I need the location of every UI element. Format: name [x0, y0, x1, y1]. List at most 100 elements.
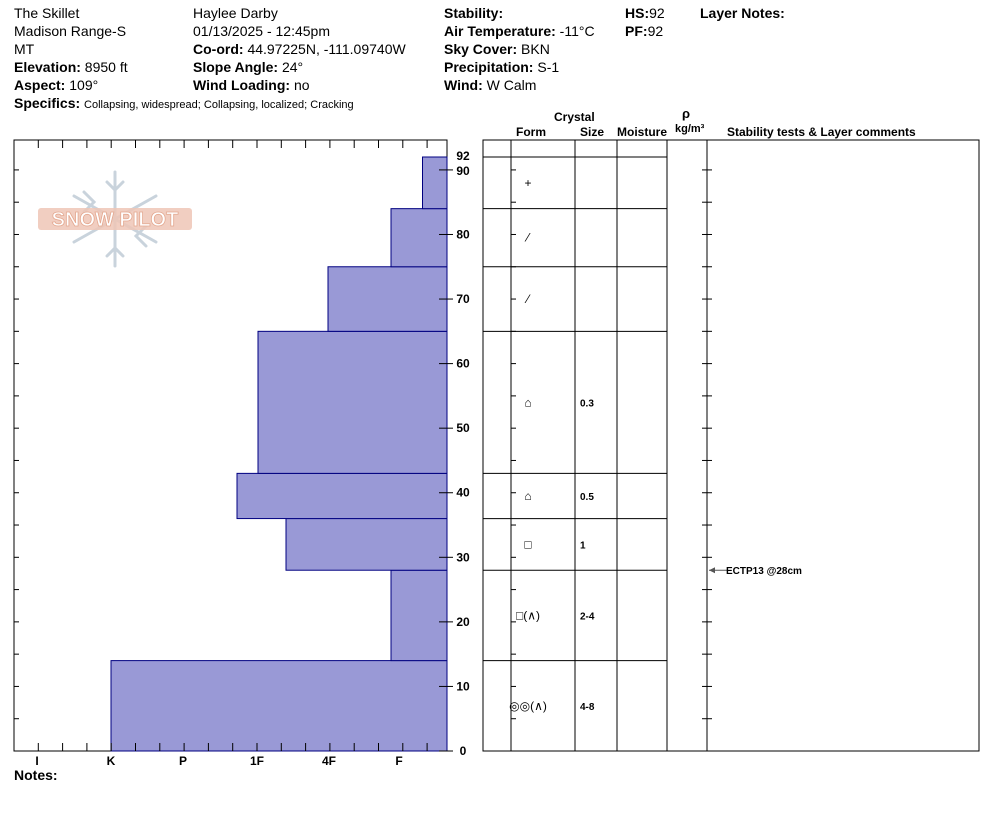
- height-tick-label: 0: [460, 744, 467, 758]
- height-tick-label: 70: [456, 292, 470, 306]
- wind-value: W Calm: [486, 77, 537, 93]
- form-header: Form: [516, 125, 546, 139]
- height-tick-label: 50: [456, 421, 470, 435]
- pf-value: 92: [647, 23, 664, 39]
- slope-label: Slope Angle:: [193, 59, 279, 75]
- test-arrow-head: [709, 567, 715, 574]
- hardness-bar-7: [422, 156, 448, 210]
- elevation: Elevation: 8950 ft: [14, 58, 128, 76]
- coord-label: Co-ord:: [193, 41, 244, 57]
- notes-label: Notes:: [14, 767, 58, 783]
- layer-table: ◎◎(∧) 4-8 □(∧) 2-4 □ 1 ⌂ 0.5 ⌂ 0.3 ⁄ ⁄ + ECTP13 @28cm: [482, 139, 980, 752]
- airtemp-value: -11°C: [559, 23, 595, 39]
- layer-notes-label: Layer Notes:: [700, 5, 785, 21]
- height-tick-label: 30: [456, 550, 470, 564]
- sky-label: Sky Cover:: [444, 41, 518, 57]
- airtemp-label: Air Temperature:: [444, 23, 556, 39]
- hardness-bar-0: [110, 660, 448, 752]
- coord-value: 44.97225N, -111.09740W: [247, 41, 406, 57]
- height-tick-label: 60: [456, 357, 470, 371]
- grain-size-label: 1: [580, 540, 586, 551]
- grain-form-symbol: □: [524, 537, 531, 551]
- height-tick-label: 20: [456, 615, 470, 629]
- specifics: Specifics: Collapsing, widespread; Colla…: [14, 94, 354, 114]
- hardness-bar-3: [236, 472, 448, 520]
- grain-size-label: 2-4: [580, 611, 595, 622]
- crystal-header: Crystal: [554, 110, 595, 124]
- wind-loading: Wind Loading: no: [193, 76, 310, 94]
- moisture-header: Moisture: [617, 125, 668, 139]
- sky-cover: Sky Cover: BKN: [444, 40, 550, 58]
- hardness-bar-1: [390, 569, 448, 662]
- mountain-range: Madison Range-S: [14, 23, 127, 39]
- pit-depth: PF:92: [625, 22, 663, 40]
- elevation-label: Elevation:: [14, 59, 81, 75]
- height-tick-label: 80: [456, 227, 470, 241]
- hardness-bar-5: [327, 266, 448, 332]
- grain-form-symbol: ◎◎(∧): [509, 699, 547, 713]
- specifics-label: Specifics:: [14, 95, 81, 111]
- sky-value: BKN: [521, 41, 550, 57]
- height-tick-label: 40: [456, 486, 470, 500]
- windload-value: no: [293, 77, 310, 93]
- density-symbol: ρ: [682, 106, 691, 121]
- table-border: [482, 139, 980, 752]
- slope-value: 24°: [281, 59, 304, 75]
- grain-form-symbol: +: [524, 176, 531, 190]
- size-header: Size: [580, 125, 605, 139]
- hardness-tick-label: P: [179, 754, 187, 768]
- state: MT: [14, 41, 35, 57]
- aspect-label: Aspect:: [14, 77, 66, 93]
- hs-top-label: 92: [456, 149, 470, 163]
- grain-form-symbol: ⌂: [524, 395, 531, 409]
- grain-size-label: 0.5: [580, 492, 594, 503]
- hs-value: 92: [649, 5, 665, 21]
- hardness-tick-label: F: [395, 754, 402, 768]
- specifics-value: Collapsing, widespread; Collapsing, loca…: [84, 99, 354, 111]
- observation-datetime: 01/13/2025 - 12:45pm: [193, 23, 330, 39]
- grain-size-label: 0.3: [580, 398, 594, 409]
- aspect-value: 109°: [69, 77, 99, 93]
- grain-form-symbol: □(∧): [516, 608, 540, 622]
- density-unit: kg/m³: [675, 123, 705, 135]
- grain-size-label: 4-8: [580, 702, 595, 713]
- hardness-bar-6: [390, 208, 448, 268]
- hs-label: HS:: [625, 5, 650, 21]
- snowpilot-logo: SNOW PILOT: [38, 170, 192, 268]
- aspect: Aspect: 109°: [14, 76, 98, 94]
- slope-angle: Slope Angle: 24°: [193, 58, 303, 76]
- precip-value: S-1: [537, 59, 560, 75]
- elevation-value: 8950 ft: [84, 59, 128, 75]
- location-name: The Skillet: [14, 5, 80, 21]
- height-tick-label: 90: [456, 164, 470, 178]
- stability-label: Stability:: [444, 5, 504, 21]
- height-tick-label: 10: [456, 679, 470, 693]
- grain-form-symbol: ⁄: [524, 292, 531, 306]
- grain-form-symbol: ⁄: [524, 231, 531, 245]
- wind: Wind: W Calm: [444, 76, 536, 94]
- logo-banner: [38, 208, 192, 230]
- hardness-tick-label: K: [107, 754, 116, 768]
- air-temperature: Air Temperature: -11°C: [444, 22, 595, 40]
- hardness-bar-2: [285, 518, 448, 571]
- coordinates: Co-ord: 44.97225N, -111.09740W: [193, 40, 406, 58]
- hardness-tick-label: I: [35, 754, 38, 768]
- stability-comments-header: Stability tests & Layer comments: [727, 125, 916, 139]
- observer-name: Haylee Darby: [193, 5, 278, 21]
- wind-label: Wind:: [444, 77, 483, 93]
- logo-text: SNOW PILOT: [52, 209, 179, 231]
- windload-label: Wind Loading:: [193, 77, 291, 93]
- stability-test-comment: ECTP13 @28cm: [726, 566, 802, 577]
- pf-label: PF:: [625, 23, 648, 39]
- hardness-tick-label: 4F: [322, 754, 336, 768]
- hardness-bar-4: [257, 330, 448, 474]
- precip-label: Precipitation:: [444, 59, 534, 75]
- hardness-bars: [110, 156, 448, 752]
- snow-height: HS:92: [625, 4, 665, 22]
- hardness-tick-label: 1F: [250, 754, 264, 768]
- stability: Stability:: [444, 4, 503, 22]
- precipitation: Precipitation: S-1: [444, 58, 559, 76]
- grain-form-symbol: ⌂: [524, 489, 531, 503]
